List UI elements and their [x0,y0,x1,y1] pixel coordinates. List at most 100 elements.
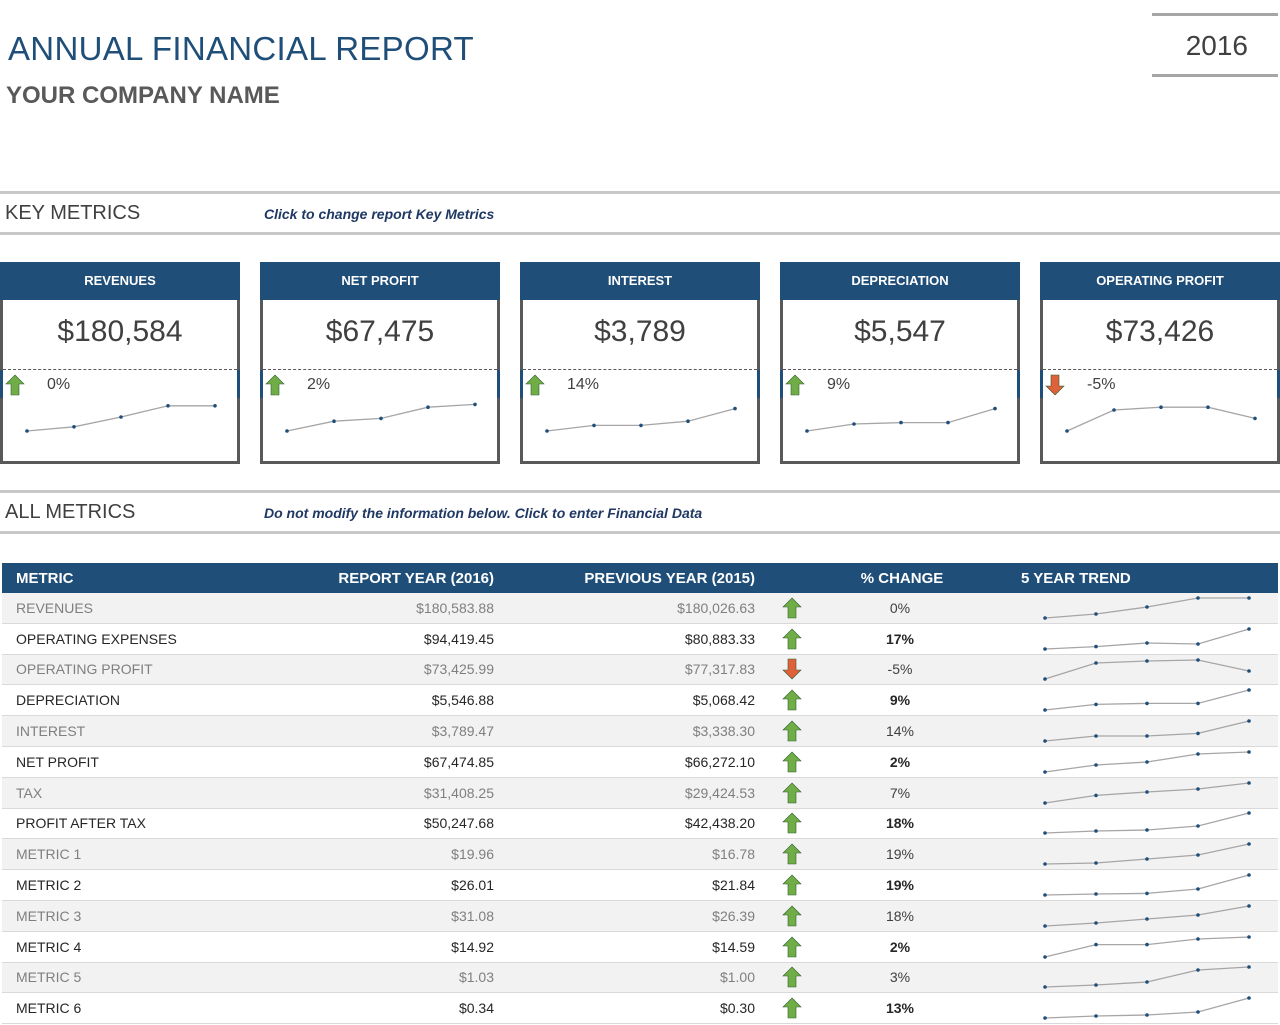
metric-card[interactable]: OPERATING PROFIT $73,426 -5% [1040,262,1280,464]
cell-5-year-trend [1042,963,1254,993]
report-title: ANNUAL FINANCIAL REPORT [8,30,474,67]
sparkline-point [1196,853,1200,858]
sparkline-point [25,429,29,433]
table-row[interactable]: OPERATING PROFIT $73,425.99 $77,317.83 -5% [2,654,1278,686]
card-divider [3,369,237,370]
cell-report-year: $50,247.68 [423,815,494,832]
sparkline-point [1043,677,1047,682]
cell-5-year-trend [1042,839,1254,869]
sparkline-point [1196,596,1200,600]
table-row[interactable]: METRIC 5 $1.03 $1.00 3% [2,962,1278,994]
sparkline-point [213,404,217,408]
cell-metric: METRIC 3 [16,907,82,924]
sparkline-point [1043,1016,1047,1021]
cell-5-year-trend [1042,932,1254,962]
trend-sparkline [1043,688,1251,713]
sparkline-point [1094,1014,1098,1019]
table-row[interactable]: PROFIT AFTER TAX $50,247.68 $42,438.20 18% [2,808,1278,840]
card-marker [237,370,240,398]
arrow-up-icon [782,624,802,654]
sparkline-point [1043,862,1047,867]
sparkline-point [1145,917,1149,921]
sparkline-point [1196,968,1200,973]
sparkline-point [1043,800,1047,805]
cell-5-year-trend [1042,685,1254,715]
metric-card[interactable]: DEPRECIATION $5,547 9% [780,262,1020,464]
sparkline-point [1145,980,1149,985]
sparkline-point [1247,719,1251,723]
sparkline-point [332,419,336,423]
metric-card-sparkline [285,402,477,433]
table-row[interactable]: OPERATING EXPENSES $94,419.45 $80,883.33 17… [2,623,1278,655]
cell-metric: DEPRECIATION [16,692,120,709]
sparkline-point [1196,701,1200,706]
arrow-up-icon [782,747,802,777]
cell-report-year: $1.03 [458,969,494,986]
table-row[interactable]: NET PROFIT $67,474.85 $66,272.10 2% [2,746,1278,778]
arrow-down-icon [782,655,802,685]
card-marker [780,370,783,398]
report-year-box[interactable]: 2016 [1152,13,1278,77]
sparkline-point [1145,789,1149,794]
metrics-table: METRIC REPORT YEAR (2016) PREVIOUS YEAR … [2,563,1278,1025]
trend-sparkline [1043,811,1251,836]
sparkline-point [1094,644,1098,649]
trend-sparkline [1043,626,1251,651]
sparkline-point [1247,965,1251,970]
sparkline-point [1043,646,1047,651]
metric-card[interactable]: REVENUES $180,584 0% [0,262,240,464]
sparkline-point [993,406,997,411]
card-marker [0,370,3,398]
card-marker [497,370,500,398]
metric-card-value: $67,475 [325,315,435,348]
sparkline-point [1247,842,1251,847]
sparkline-point [1043,616,1047,620]
key-metrics-link[interactable]: Click to change report Key Metrics [264,206,495,222]
table-row[interactable]: DEPRECIATION $5,546.88 $5,068.42 9% [2,685,1278,717]
arrow-up-icon [782,809,802,839]
sparkline-point [1247,688,1251,693]
company-name[interactable]: YOUR COMPANY NAME [6,82,280,109]
card-divider [783,369,1017,370]
table-row[interactable]: INTEREST $3,789.47 $3,338.30 14% [2,716,1278,747]
card-marker [1017,370,1020,398]
trend-sparkline [1043,934,1251,959]
arrow-up-icon [782,932,802,962]
cell-report-year: $3,789.47 [431,723,494,740]
sparkline-point [1043,954,1047,959]
sparkline-point [1196,1010,1200,1015]
metric-card-value: $5,547 [854,315,946,348]
sparkline-line [1044,720,1250,742]
col-percent-change: % CHANGE [860,569,944,587]
table-row[interactable]: REVENUES $180,583.88 $180,026.63 0% [2,593,1278,624]
sparkline-point [379,416,383,421]
table-row[interactable]: TAX $31,408.25 $29,424.53 7% [2,777,1278,809]
metric-card-sparkline [25,404,217,433]
arrow-up-icon [782,593,802,623]
card-marker [260,370,263,398]
metric-card-label: NET PROFIT [260,262,500,300]
cell-previous-year: $5,068.42 [692,692,755,709]
cell-percent-change: 0% [889,599,911,616]
table-row[interactable]: METRIC 2 $26.01 $21.84 19% [2,870,1278,901]
sparkline-point [1145,891,1149,896]
table-row[interactable]: METRIC 6 $0.34 $0.30 13% [2,993,1278,1025]
metric-card-value: $73,426 [1105,315,1215,348]
metric-card[interactable]: INTEREST $3,789 14% [520,262,760,464]
table-row[interactable]: METRIC 1 $19.96 $16.78 19% [2,839,1278,871]
sparkline-line [1066,406,1256,432]
sparkline-point [1247,934,1251,939]
table-row[interactable]: METRIC 4 $14.92 $14.59 2% [2,931,1278,963]
sparkline-line [1044,689,1250,711]
sparkline-point [1145,734,1149,738]
trend-sparkline [1043,873,1251,897]
metric-card-value: $180,584 [57,315,183,348]
table-row[interactable]: METRIC 3 $31.08 $26.39 18% [2,900,1278,932]
all-metrics-link[interactable]: Do not modify the information below. Cli… [264,505,703,521]
sparkline-point [899,420,903,425]
card-divider [1043,369,1277,370]
sparkline-point [1094,702,1098,707]
sparkline-point [1043,831,1047,836]
cell-previous-year: $66,272.10 [684,753,755,770]
metric-card[interactable]: NET PROFIT $67,475 2% [260,262,500,464]
